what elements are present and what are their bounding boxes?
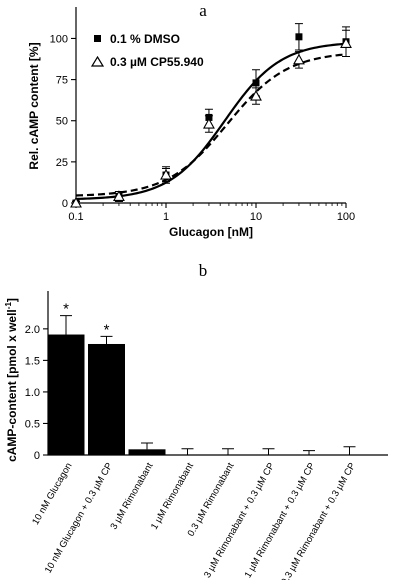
significance-marker: * [63, 301, 69, 318]
panel-a-x-tick-label: 10 [250, 211, 262, 223]
data-point-cp [250, 89, 262, 101]
category-label: 1 µM Rimonabant + 0.3 µM CP [243, 461, 318, 580]
bar-error-bar [343, 446, 356, 455]
panel-b-y-tick-label: 1.5 [25, 355, 40, 367]
category-label: 10 nM Glucagon [30, 461, 74, 527]
bar-error-bar [60, 315, 72, 335]
bar-error-bar [303, 450, 315, 455]
legend-label-cp: 0.3 µM CP55.940 [110, 55, 204, 69]
panel-a-y-tick-label: 100 [50, 33, 68, 45]
category-label: 3 µM Rimonabant [108, 461, 155, 532]
panel-b-y-tick-label: 2.0 [25, 324, 40, 336]
panel-letter-b: b [199, 261, 208, 280]
data-point-cp [203, 117, 215, 129]
panel-a-y-tick-label: 0 [62, 198, 68, 210]
bar [128, 449, 166, 455]
category-label: 0.3 µM Rimonabant + 0.3 µM CP [279, 461, 358, 580]
category-label: 1 µM Rimonabant [149, 461, 196, 532]
data-point-cp [160, 168, 172, 180]
legend-label-dmso: 0.1 % DMSO [110, 32, 180, 46]
bar-error-bar [141, 442, 153, 450]
panel-a-x-tick-label: 0.1 [68, 211, 83, 223]
panel-a-x-axis-title: Glucagon [nM] [169, 225, 253, 239]
panel-b-y-tick-label: 0.5 [25, 418, 40, 430]
data-point-cp [70, 196, 82, 208]
panel-a-chart: 0.1 1 10 100 0 25 50 75 100 Glucagon [nM] Rel. c… [27, 7, 355, 239]
legend-marker-cp [90, 55, 105, 67]
panel-b-y-axis-title: cAMP-content [pmol x well-1] [4, 298, 19, 462]
bar-error-bar [181, 448, 194, 455]
significance-marker: * [104, 321, 110, 338]
panel-a-y-tick-label: 25 [56, 157, 68, 169]
data-point-cp [113, 190, 125, 201]
data-point-dmso [252, 79, 260, 87]
panel-b-y-tick-label: 0 [34, 450, 40, 462]
legend-marker-dmso [94, 35, 101, 42]
category-label: 10 nM Glucagon + 0.3 µM CP [43, 461, 115, 575]
data-point-cp [293, 53, 305, 65]
category-label: 3 µM Rimonabant + 0.3 µM CP [202, 461, 277, 580]
panel-a-y-tick-label: 75 [56, 75, 68, 87]
fit-curve-cp [75, 53, 347, 197]
panel-a-x-tick-label: 1 [163, 211, 169, 223]
bar-error-bar [222, 448, 234, 455]
panel-b-y-tick-label: 1.0 [25, 387, 40, 399]
bar-error-bar [100, 335, 113, 344]
panel-a-x-tick-label: 100 [337, 211, 355, 223]
bar [88, 343, 125, 455]
panel-a-y-axis-title: Rel. cAMP content [%] [27, 42, 41, 169]
bar [47, 334, 85, 455]
bar-error-bar [262, 448, 275, 455]
data-point-dmso [295, 33, 303, 41]
panel-a-legend: 0.1 % DMSO 0.3 µM CP55.940 [90, 32, 204, 69]
panel-letter-a: a [199, 1, 207, 20]
panel-a-y-tick-label: 50 [56, 116, 68, 128]
data-point-cp [340, 37, 352, 48]
